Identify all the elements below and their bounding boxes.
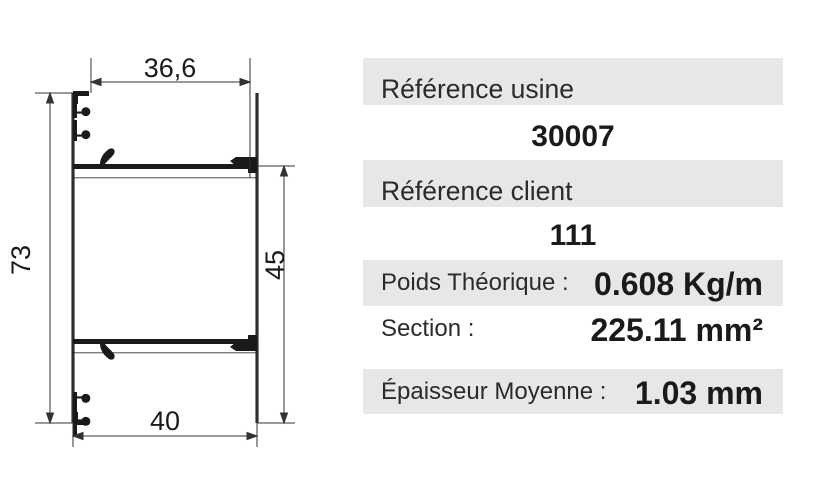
svg-text:36,6: 36,6 bbox=[144, 53, 197, 83]
svg-text:40: 40 bbox=[150, 406, 180, 436]
svg-text:73: 73 bbox=[6, 245, 36, 275]
svg-text:45: 45 bbox=[260, 250, 290, 280]
